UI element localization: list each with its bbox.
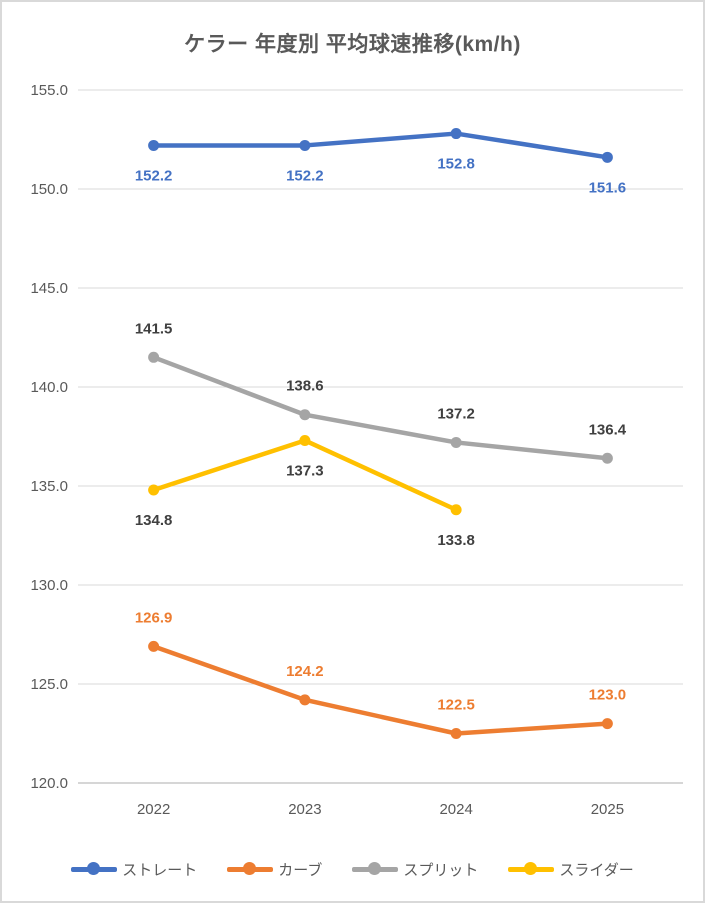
data-point-marker <box>148 484 160 496</box>
data-label: 141.5 <box>135 320 173 337</box>
legend-label: ストレート <box>122 861 198 879</box>
legend-line-marker-icon <box>227 862 274 876</box>
y-axis-tick-label: 150.0 <box>30 181 68 198</box>
data-label: 151.6 <box>589 179 627 196</box>
data-point-marker <box>299 694 311 706</box>
data-label: 152.2 <box>135 167 173 184</box>
legend-line-marker-icon <box>352 862 399 876</box>
series-line <box>151 131 610 160</box>
chart-legend: ストレート カーブ スプリット スライダー <box>2 854 703 884</box>
legend-item: ストレート <box>71 859 197 880</box>
data-label: 134.8 <box>135 512 173 529</box>
data-label: 137.3 <box>286 462 324 479</box>
data-point-marker <box>601 452 613 464</box>
data-label: 136.4 <box>589 421 627 438</box>
data-label: 152.2 <box>286 167 324 184</box>
data-point-marker <box>299 409 311 421</box>
series-line <box>151 355 610 461</box>
legend-line-marker-icon <box>508 862 555 876</box>
y-axis-tick-label: 130.0 <box>30 577 68 594</box>
data-point-marker <box>148 139 160 151</box>
x-axis-tick-label: 2023 <box>288 801 321 818</box>
data-point-marker <box>601 151 613 163</box>
y-axis-tick-label: 155.0 <box>30 82 68 99</box>
data-point-marker <box>450 504 462 516</box>
legend-label: スライダー <box>559 861 634 879</box>
data-point-marker <box>450 728 462 739</box>
data-label: 123.0 <box>589 687 627 704</box>
data-label: 137.2 <box>437 405 475 422</box>
data-point-marker <box>299 139 311 151</box>
legend-item: カーブ <box>227 859 322 880</box>
data-point-marker <box>148 640 160 652</box>
line-chart: 155.0 150.0 145.0 140.0 135.0 130.0 125.0 120.0… <box>30 82 683 818</box>
x-axis-tick-label: 2025 <box>591 801 624 818</box>
data-label: 126.9 <box>135 609 173 626</box>
x-axis-tick-label: 2024 <box>439 801 472 818</box>
legend-label: カーブ <box>278 861 323 879</box>
data-label: 152.8 <box>437 156 475 173</box>
data-point-marker <box>601 718 613 730</box>
x-axis-tick-label: 2022 <box>137 801 170 818</box>
legend-label: スプリット <box>403 861 479 879</box>
data-label: 124.2 <box>286 663 324 680</box>
legend-line-marker-icon <box>71 862 118 876</box>
data-label: 138.6 <box>286 378 324 395</box>
y-axis-tick-label: 140.0 <box>30 379 68 396</box>
data-label: 133.8 <box>437 532 475 549</box>
data-label: 122.5 <box>437 697 475 714</box>
data-point-marker <box>450 128 462 140</box>
y-axis-tick-label: 135.0 <box>30 478 68 495</box>
data-point-marker <box>299 434 311 446</box>
legend-item: スライダー <box>508 859 634 880</box>
legend-item: スプリット <box>352 859 478 880</box>
y-axis-tick-label: 120.0 <box>30 775 68 792</box>
series-line <box>151 644 610 736</box>
data-point-marker <box>450 436 462 448</box>
data-point-marker <box>148 351 160 363</box>
y-axis-tick-label: 145.0 <box>30 280 68 297</box>
chart-title: ケラー 年度別 平均球速推移(km/h) <box>184 33 521 56</box>
y-axis-tick-label: 125.0 <box>30 676 68 693</box>
